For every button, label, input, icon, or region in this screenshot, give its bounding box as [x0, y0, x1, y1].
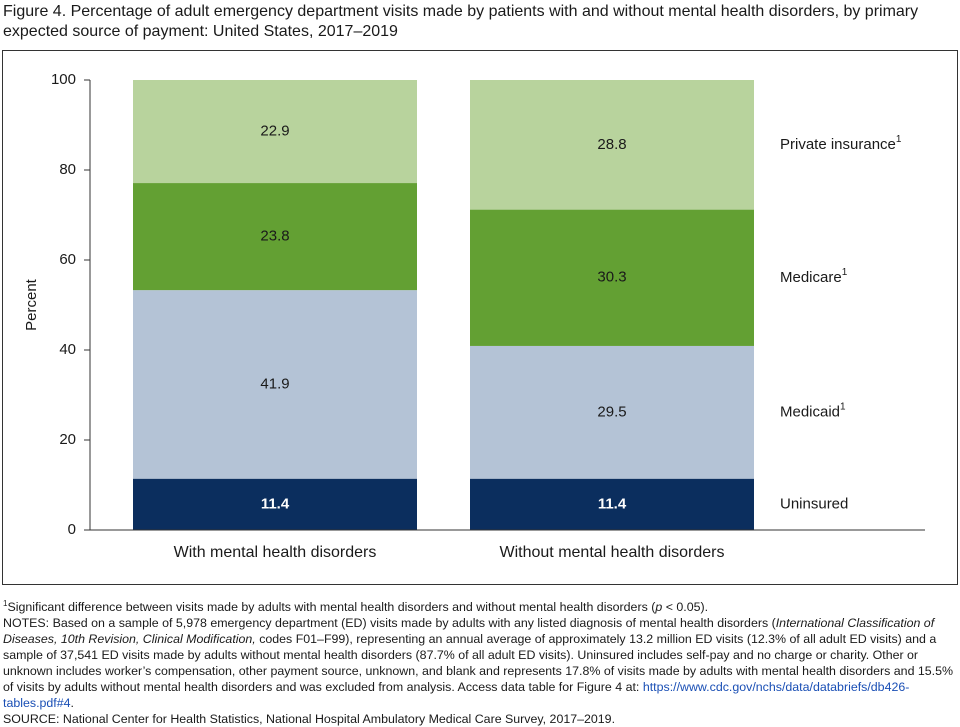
notes-part: . [70, 696, 74, 711]
notes: 1Significant difference between visits m… [3, 596, 957, 727]
legend-entry: Medicaid1 [780, 401, 846, 420]
footnote-text: Significant difference between visits ma… [7, 600, 656, 615]
chart-frame [2, 50, 958, 585]
data-table-link[interactable]: https://www.cdc.gov/nchs/data/databriefs… [3, 680, 910, 711]
y-tick-label: 40 [59, 341, 76, 358]
data-label: 22.9 [260, 122, 289, 139]
data-label: 28.8 [597, 136, 626, 153]
legend-footnote-marker: 1 [896, 133, 902, 144]
data-label: 11.4 [261, 495, 290, 512]
legend-footnote-marker: 1 [842, 266, 848, 277]
source: SOURCE: National Center for Health Stati… [3, 712, 616, 727]
legend-footnote-marker: 1 [840, 401, 846, 412]
notes-part: codes F01–F99), representing an annual a… [3, 632, 954, 695]
y-axis-label: Percent [23, 278, 40, 331]
y-tick-label: 60 [59, 251, 76, 268]
legend-entry: Private insurance1 [780, 133, 902, 152]
x-tick-label: With mental health disorders [174, 544, 377, 561]
bar-segment [470, 209, 754, 346]
footnote-text: p [655, 600, 663, 615]
data-label: 11.4 [598, 495, 627, 512]
bar-segment [133, 183, 417, 291]
legend-entry: Medicare1 [780, 266, 848, 285]
bar-segment [470, 80, 754, 210]
footnote-marker: 1 [3, 599, 8, 608]
y-tick-label: 20 [59, 431, 76, 448]
legend-label: Medicare [780, 269, 842, 286]
notes-part: NOTES: Based on a sample of 5,978 emerge… [3, 616, 776, 631]
bar-segment [133, 290, 417, 479]
legend-entry: Uninsured [780, 495, 848, 512]
footnote: 1Significant difference between visits m… [3, 596, 957, 615]
x-tick-label: Without mental health disorders [500, 544, 725, 561]
bar-segment [470, 478, 754, 530]
y-tick-label: 0 [68, 521, 76, 538]
bar-segment [133, 478, 417, 530]
legend-label: Medicaid [780, 403, 840, 420]
bar-segment [133, 80, 417, 184]
notes-text: NOTES: Based on a sample of 5,978 emerge… [3, 615, 957, 711]
legend-label: Uninsured [780, 495, 848, 512]
chart: 0 20 40 60 80 100 Percent 11.4 41.9 23.8 22.9 With … [23, 71, 925, 561]
legend-label: Private insurance [780, 136, 896, 153]
bar-segment [470, 345, 754, 479]
data-label: 41.9 [260, 375, 289, 392]
data-label: 30.3 [597, 269, 626, 286]
data-label: 29.5 [597, 403, 626, 420]
footnote-text: < 0.05). [662, 600, 709, 615]
y-tick-label: 100 [51, 71, 76, 88]
data-label: 23.8 [260, 228, 289, 245]
chart-title: Figure 4. Percentage of adult emergency … [3, 3, 919, 40]
y-tick-label: 80 [59, 161, 76, 178]
notes-part: International Classification of Diseases… [3, 616, 935, 647]
